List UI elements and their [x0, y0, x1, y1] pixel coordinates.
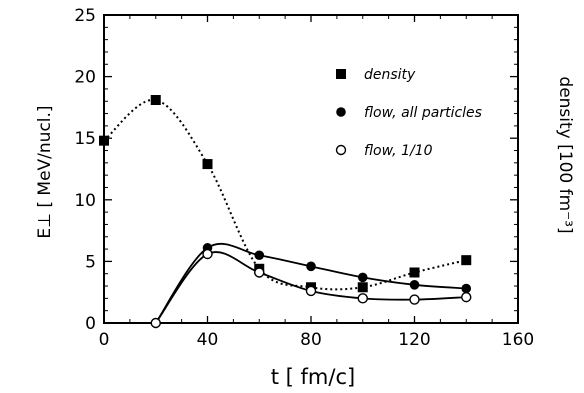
data-point-filled-circle: [357, 272, 368, 283]
data-point-open-circle: [150, 317, 161, 329]
y-tick-label: 25: [74, 6, 96, 26]
y-tick-label: 0: [85, 314, 96, 334]
legend: density flow, all particles flow, 1/10: [335, 67, 482, 159]
data-point-filled-circle: [461, 283, 472, 294]
legend-marker-filled-circle: [336, 107, 346, 117]
data-point-filled-circle: [254, 250, 265, 261]
data-point-square: [150, 95, 161, 106]
data-point-filled-circle: [409, 280, 420, 290]
y-tick-label: 10: [74, 191, 96, 211]
x-tick-label: 120: [398, 330, 430, 350]
series-markers: [99, 95, 472, 329]
data-point-open-circle: [461, 291, 472, 303]
legend-marker-open-circle: [335, 144, 347, 156]
plot-frame: [103, 14, 519, 324]
legend-label: flow, 1/10: [364, 143, 433, 159]
x-tick-label: 40: [197, 330, 219, 350]
data-point-open-circle: [409, 294, 420, 305]
x-tick-label: 0: [99, 330, 110, 350]
data-point-square: [202, 159, 213, 170]
y-axis-label: E⊥ [ MeV/nucl.]: [35, 105, 55, 238]
data-point-filled-circle: [306, 261, 316, 272]
x-tick-label: 80: [300, 330, 322, 350]
data-point-open-circle: [254, 267, 265, 278]
data-point-open-circle: [357, 293, 368, 304]
data-point-square: [99, 135, 109, 146]
y-tick-label: 20: [74, 68, 96, 88]
x-tick-label: 160: [502, 330, 534, 350]
data-point-square: [461, 255, 472, 266]
legend-label: density: [364, 67, 416, 83]
data-point-square: [357, 282, 368, 293]
x-axis-label: t [ fm/c]: [271, 365, 355, 389]
y-tick-label: 15: [74, 129, 96, 149]
series-curves: [103, 98, 467, 324]
y2-axis-label: density [100 fm⁻³]: [555, 76, 575, 233]
data-point-square: [409, 267, 420, 278]
legend-label: flow, all particles: [364, 105, 482, 121]
legend-marker-square: [336, 69, 346, 79]
y-tick-label: 5: [85, 252, 96, 272]
data-point-open-circle: [202, 248, 213, 260]
tick-labels: 0 40 80 120 160 0 5 10 15 20 25: [74, 6, 534, 350]
data-point-open-circle: [305, 285, 317, 297]
tick-marks: [103, 14, 519, 324]
